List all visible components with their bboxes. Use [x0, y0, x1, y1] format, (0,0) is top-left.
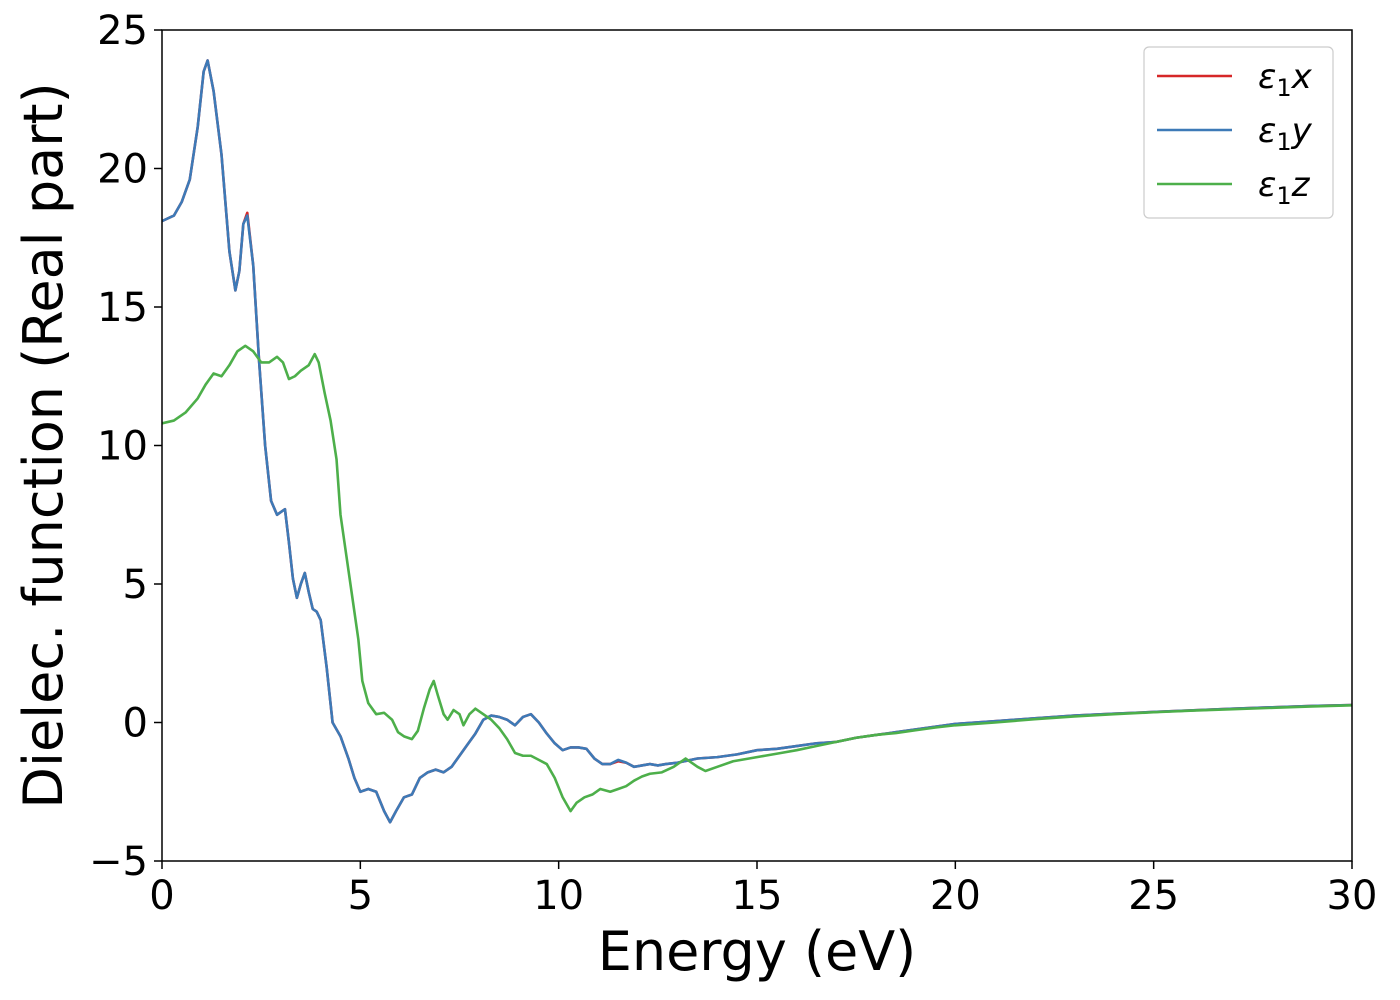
x-tick-label: 25 — [1128, 873, 1179, 919]
x-axis: 0 5 10 15 20 25 30 — [149, 861, 1377, 919]
x-tick-label: 30 — [1327, 873, 1378, 919]
series-line-y — [162, 59, 1352, 824]
y-axis-title: Dielec. function (Real part) — [12, 82, 75, 808]
legend-label-z: ε1z — [1258, 165, 1311, 210]
y-tick-label: −5 — [89, 839, 148, 885]
y-tick-label: 0 — [123, 701, 148, 747]
x-tick-label: 0 — [149, 873, 174, 919]
legend: ε1x ε1y ε1z — [1143, 46, 1334, 219]
plot-lines — [162, 59, 1352, 824]
legend-label-y: ε1y — [1258, 111, 1313, 156]
x-tick-label: 15 — [732, 873, 783, 919]
y-tick-label: 25 — [97, 8, 148, 54]
y-axis: −5 0 5 10 15 20 25 — [89, 8, 162, 885]
x-axis-title: Energy (eV) — [598, 920, 917, 983]
legend-box — [1143, 46, 1334, 219]
x-tick-label: 20 — [930, 873, 981, 919]
series-line-z — [162, 344, 1352, 813]
y-tick-label: 20 — [97, 147, 148, 193]
y-tick-label: 10 — [97, 424, 148, 470]
x-tick-label: 5 — [348, 873, 373, 919]
legend-label-x: ε1x — [1258, 57, 1313, 102]
y-tick-label: 15 — [97, 285, 148, 331]
y-tick-label: 5 — [123, 562, 148, 608]
x-tick-label: 10 — [533, 873, 584, 919]
